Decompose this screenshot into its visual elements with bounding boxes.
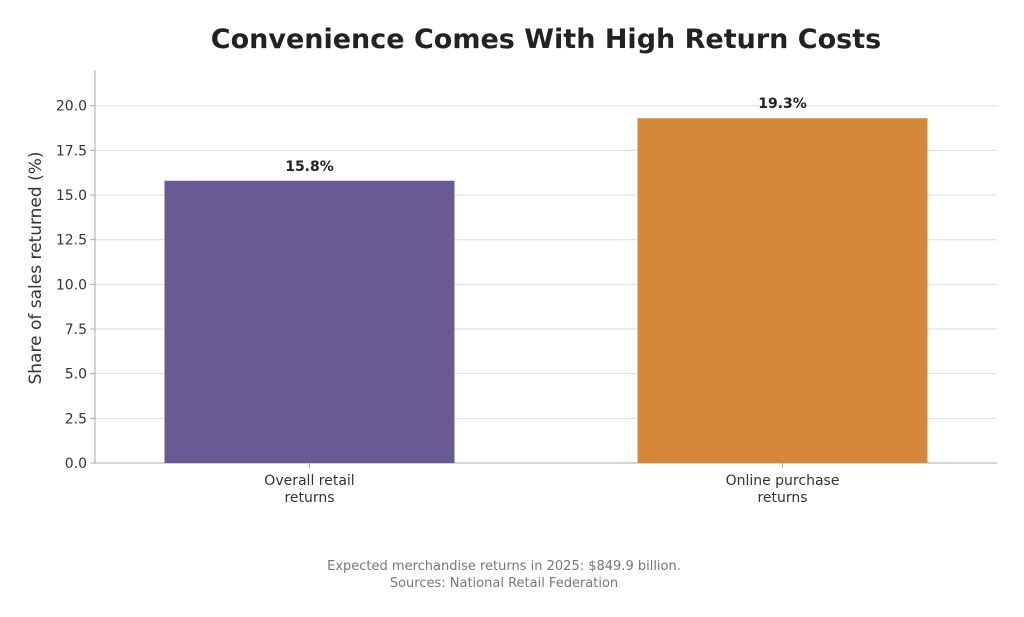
x-tick-label: returns <box>757 490 807 506</box>
labels: 0.0 2.5 5.0 7.5 10.0 12.5 15.0 17.5 20.0 15.8% Ove… <box>56 96 840 506</box>
data-label: 19.3% <box>758 96 807 112</box>
y-tick-label: 17.5 <box>56 143 87 159</box>
x-tick-label: Overall retail <box>264 473 354 489</box>
chart-title: Convenience Comes With High Return Costs <box>211 24 881 55</box>
bar <box>637 118 928 464</box>
y-tick-label: 20.0 <box>56 99 87 115</box>
y-axis-label: Share of sales returned (%) <box>26 151 46 384</box>
y-tick-label: 15.0 <box>56 188 87 204</box>
bar <box>164 180 455 463</box>
footnote-line-1: Expected merchandise returns in 2025: $8… <box>327 559 681 574</box>
y-tick-label: 2.5 <box>65 411 87 427</box>
y-tick-label: 10.0 <box>56 277 87 293</box>
y-tick-label: 0.0 <box>65 456 87 472</box>
x-tick-label: Online purchase <box>726 473 840 489</box>
y-tick-label: 5.0 <box>65 367 87 383</box>
y-tick-label: 7.5 <box>65 322 87 338</box>
bars <box>164 118 928 464</box>
x-tick-label: returns <box>284 490 334 506</box>
footnote-line-2: Sources: National Retail Federation <box>390 576 618 591</box>
y-tick-label: 12.5 <box>56 233 87 249</box>
data-label: 15.8% <box>285 159 334 175</box>
